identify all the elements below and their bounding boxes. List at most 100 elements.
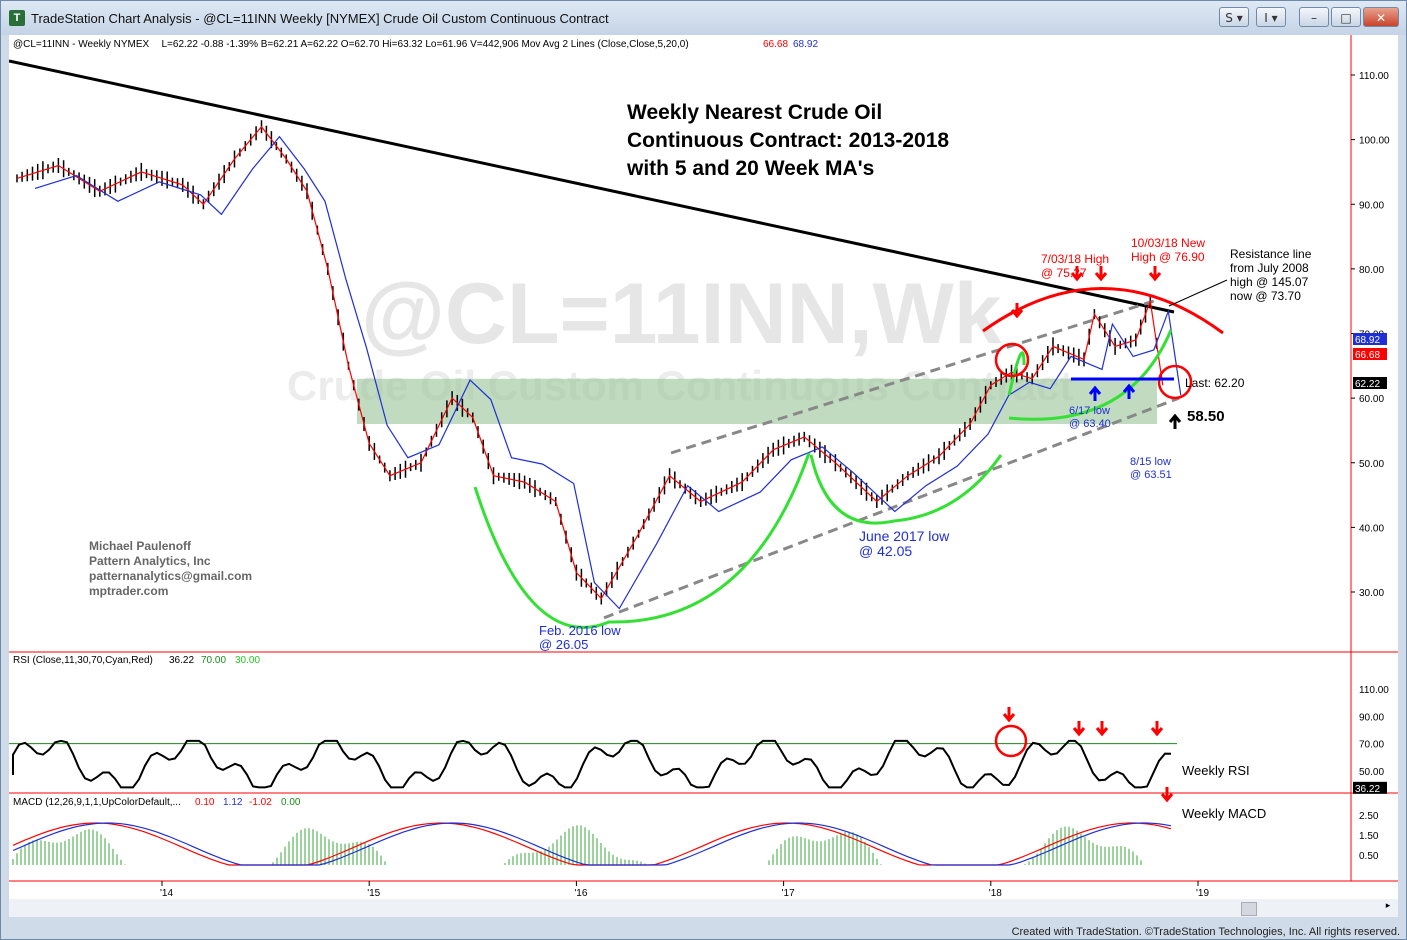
annotation-support: 58.50 — [1187, 408, 1225, 425]
chart-title-line: Weekly Nearest Crude Oil — [627, 101, 882, 124]
close-button[interactable]: ✕ — [1363, 7, 1399, 27]
macd-tick-label: 2.50 — [1359, 811, 1379, 822]
y-tick-label: 30.00 — [1359, 588, 1384, 599]
maximize-button[interactable]: □ — [1331, 7, 1361, 27]
red-down-arrow-icon — [1094, 266, 1108, 282]
y-tick-label: 90.00 — [1359, 200, 1384, 211]
macd-signal-line — [12, 822, 1172, 866]
ma-5-line — [16, 125, 1164, 600]
chart-area[interactable]: @CL=11INN - Weekly NYMEX L=62.22 -0.88 -1… — [9, 35, 1398, 917]
annotation-june-2017-low: June 2017 low — [859, 528, 950, 544]
red-down-arrow-icon — [1148, 266, 1162, 282]
rsi-tag-label: 36.22 — [1355, 784, 1380, 795]
x-tick-label: '14 — [160, 888, 173, 899]
window-title: TradeStation Chart Analysis - @CL=11INN … — [31, 11, 609, 26]
resistance-pointer-line — [1168, 279, 1228, 307]
annotation-jul-2018-high: @ 75.27 — [1041, 266, 1087, 280]
price-header-stats: L=62.22 -0.88 -1.39% B=62.21 A=62.22 O=6… — [162, 39, 689, 50]
horizontal-scrollbar[interactable]: ▸ — [9, 899, 1398, 917]
watermark-symbol: @CL=11INN,Wk — [361, 266, 1002, 362]
price-tag-label: 68.92 — [1355, 335, 1380, 346]
price-tag-label: 66.68 — [1355, 350, 1380, 361]
x-tick-label: '15 — [367, 888, 380, 899]
rounding-bottom-arc — [809, 454, 1003, 525]
annotation-feb-2016-low: @ 26.05 — [539, 637, 588, 652]
credit-line: Michael Paulenoff — [89, 539, 192, 553]
support-zone — [357, 378, 1157, 424]
y-tick-label: 40.00 — [1359, 523, 1384, 534]
y-tick-label: 100.00 — [1359, 136, 1390, 147]
chart-title-line: Continuous Contract: 2013-2018 — [627, 129, 949, 152]
rsi-overbought: 70.00 — [201, 655, 226, 666]
scroll-thumb[interactable] — [1241, 902, 1257, 916]
rsi-tick-label: 70.00 — [1359, 740, 1384, 751]
scroll-right-arrow-icon[interactable]: ▸ — [1385, 901, 1391, 911]
footer-copyright: Created with TradeStation. ©TradeStation… — [1011, 926, 1400, 938]
rsi-red-arrow-icon — [1095, 721, 1109, 737]
chart-canvas: @CL=11INN - Weekly NYMEX L=62.22 -0.88 -1… — [9, 35, 1398, 899]
annotation-last: Last: 62.20 — [1185, 376, 1245, 390]
channel-upper-line — [670, 299, 1155, 455]
x-tick-label: '16 — [574, 888, 587, 899]
price-tag — [1353, 377, 1387, 389]
x-tick-label: '18 — [989, 888, 1002, 899]
price-tag — [1353, 333, 1387, 345]
annotation-oct-2018-high: High @ 76.90 — [1131, 250, 1205, 264]
macd-tick-label: 0.50 — [1359, 851, 1379, 862]
highlight-circle — [1157, 364, 1193, 400]
price-header-symbol: @CL=11INN - Weekly NYMEX — [13, 39, 150, 50]
rsi-value: 36.22 — [169, 655, 194, 666]
rsi-tag — [1353, 781, 1387, 794]
ma-20-line — [34, 135, 1182, 610]
macd-value: 0.10 — [195, 797, 215, 808]
macd-red-arrow-icon — [1160, 787, 1174, 803]
macd-label: Weekly MACD — [1182, 806, 1266, 821]
red-down-arrow-icon — [1010, 303, 1024, 319]
price-tag — [1353, 348, 1387, 360]
chart-title-line: with 5 and 20 Week MA's — [626, 157, 874, 180]
rsi-oversold: 30.00 — [235, 655, 260, 666]
rsi-label: Weekly RSI — [1182, 763, 1250, 778]
macd-diff: -1.02 — [249, 797, 272, 808]
macd-header: MACD (12,26,9,1,1,UpColorDefault,... — [13, 797, 181, 808]
rsi-tick-label: 110.00 — [1359, 685, 1389, 696]
annotation-jun17-low: 6/17 low — [1069, 405, 1110, 417]
credit-line: patternanalytics@gmail.com — [89, 569, 252, 583]
macd-tick-label: 1.50 — [1359, 831, 1379, 842]
annotation-resistance: high @ 145.07 — [1230, 275, 1309, 289]
annotation-aug15-low: @ 63.51 — [1130, 469, 1172, 481]
annotation-oct-2018-high: 10/03/18 New — [1131, 236, 1205, 250]
minimize-button[interactable]: – — [1299, 7, 1329, 27]
y-tick-label: 60.00 — [1359, 394, 1384, 405]
credit-line: mptrader.com — [89, 584, 168, 598]
tradestation-logo-icon: T — [9, 10, 25, 26]
indicator-menu-button[interactable]: I ▾ — [1256, 7, 1286, 27]
rsi-tick-label: 50.00 — [1359, 767, 1384, 778]
annotation-resistance: Resistance line — [1230, 247, 1312, 261]
macd-signal: 1.12 — [223, 797, 243, 808]
rounding-bottom-arc — [1008, 329, 1173, 421]
annotation-jun17-low: @ 63.40 — [1069, 418, 1111, 430]
rsi-highlight-circle — [994, 724, 1028, 758]
title-bar: T TradeStation Chart Analysis - @CL=11IN… — [1, 1, 1406, 35]
annotation-resistance: from July 2008 — [1230, 261, 1309, 275]
macd-zero: 0.00 — [281, 797, 301, 808]
red-down-arrow-icon — [1070, 266, 1084, 282]
symbol-menu-button[interactable]: S ▾ — [1219, 7, 1249, 27]
ma-slow-value: 68.92 — [793, 39, 818, 50]
macd-histogram — [12, 825, 1142, 865]
rsi-red-arrow-icon — [1002, 707, 1016, 723]
rsi-header: RSI (Close,11,30,70,Cyan,Red) — [13, 655, 153, 666]
x-tick-label: '17 — [782, 888, 795, 899]
rounding-bottom-arc — [473, 452, 811, 629]
black-up-arrow-icon — [1168, 413, 1182, 429]
y-tick-label: 110.00 — [1359, 71, 1389, 82]
annotation-feb-2016-low: Feb. 2016 low — [539, 623, 621, 638]
price-tag-label: 62.22 — [1355, 379, 1380, 390]
ma-fast-value: 66.68 — [763, 39, 788, 50]
rounding-bottom-arc — [1007, 351, 1026, 396]
resistance-line — [9, 59, 1175, 314]
y-tick-label: 80.00 — [1359, 265, 1384, 276]
annotation-june-2017-low: @ 42.05 — [859, 543, 912, 559]
